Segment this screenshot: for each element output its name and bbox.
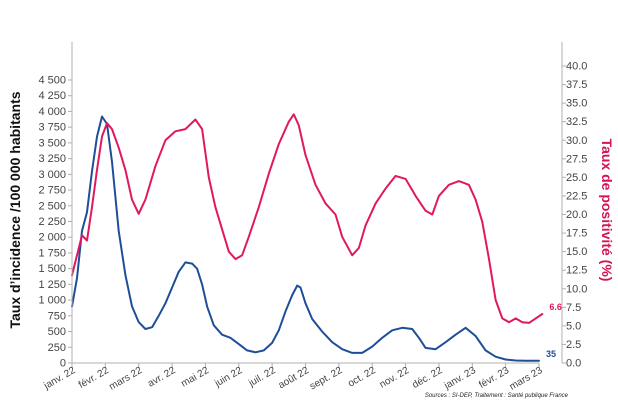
x-tick-label: juil. 22 (246, 365, 278, 390)
x-tick-label: sept. 22 (308, 365, 345, 393)
x-tick-label: juin 22 (212, 365, 244, 390)
right-tick-label: 0.0 (566, 358, 581, 370)
x-tick-label: févr. 22 (77, 365, 111, 391)
left-tick-label: 2 000 (38, 232, 66, 244)
left-tick-label: 2 500 (38, 200, 66, 212)
x-tick-label: nov. 22 (378, 365, 412, 391)
right-axis-title-box: Taux de positivité (%) (596, 60, 618, 360)
left-tick-label: 3 750 (38, 122, 66, 134)
left-tick-label: 750 (48, 310, 66, 322)
x-tick-label: mars 23 (508, 365, 545, 393)
series-line-left (71, 115, 540, 362)
left-tick-label: 3 000 (38, 169, 66, 181)
left-tick-label: 3 500 (38, 137, 66, 149)
right-tick-label: 25.0 (566, 172, 587, 184)
left-axis-ticks: 0 250 500 750 1 000 1 250 1 500 1 750 2 000 2 250… (38, 75, 72, 370)
series-end-label-left: 35 (546, 349, 556, 359)
left-tick-label: 2 250 (38, 216, 66, 228)
left-tick-label: 1 500 (38, 263, 66, 275)
right-tick-label: 17.5 (566, 228, 587, 240)
left-tick-label: 4 000 (38, 106, 66, 118)
right-tick-label: 35.0 (566, 98, 587, 110)
right-tick-label: 20.0 (566, 209, 587, 221)
right-tick-label: 10.0 (566, 283, 587, 295)
left-tick-label: 1 750 (38, 247, 66, 259)
left-axis-title-box: Taux d’incidence /100 000 habitants (2, 60, 28, 360)
right-tick-label: 37.5 (566, 79, 587, 91)
right-tick-label: 22.5 (566, 190, 587, 202)
left-tick-label: 500 (48, 326, 66, 338)
left-tick-label: 1 000 (38, 295, 66, 307)
right-tick-label: 7.5 (566, 302, 581, 314)
right-tick-label: 5.0 (566, 320, 581, 332)
right-tick-label: 40.0 (566, 61, 587, 73)
x-tick-label: août 22 (277, 365, 312, 391)
right-tick-label: 27.5 (566, 153, 587, 165)
left-tick-label: 3 250 (38, 153, 66, 165)
series-end-labels: 356.6 (546, 302, 562, 359)
x-tick-label: déc. 22 (411, 365, 445, 391)
right-tick-label: 15.0 (566, 246, 587, 258)
left-tick-label: 250 (48, 342, 66, 354)
x-tick-label: avr. 22 (146, 365, 178, 390)
right-axis-ticks: 0.0 2.5 5.0 7.5 10.0 12.5 15.0 17.5 20.0 22.5 25.0… (562, 61, 587, 370)
x-tick-label: oct. 22 (346, 365, 378, 390)
left-tick-label: 4 500 (38, 75, 66, 87)
right-axis-title: Taux de positivité (%) (599, 138, 615, 282)
x-tick-label: mars 22 (107, 365, 144, 393)
left-axis-title: Taux d’incidence /100 000 habitants (7, 91, 23, 329)
x-tick-label: mai 22 (179, 365, 211, 390)
series-lines (71, 113, 544, 362)
series-end-label-right: 6.6 (549, 302, 562, 312)
left-tick-label: 2 750 (38, 185, 66, 197)
source-note: Sources : SI-DEP, Traitement : Santé pub… (424, 393, 568, 399)
right-tick-label: 2.5 (566, 339, 581, 351)
left-tick-label: 4 250 (38, 90, 66, 102)
series-line-right (71, 113, 544, 324)
x-tick-label: févr. 23 (477, 365, 511, 391)
left-tick-label: 0 (60, 358, 66, 370)
left-tick-label: 1 250 (38, 279, 66, 291)
x-tick-label: janv. 23 (442, 365, 478, 392)
right-tick-label: 12.5 (566, 265, 587, 277)
right-tick-label: 30.0 (566, 135, 587, 147)
right-tick-label: 32.5 (566, 116, 587, 128)
